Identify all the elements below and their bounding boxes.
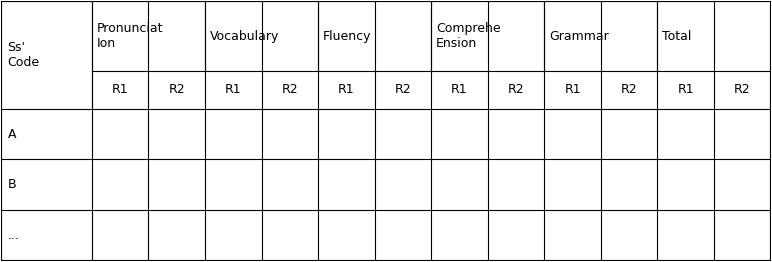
Text: ...: ... [8,229,19,242]
Text: R1: R1 [564,83,581,96]
Text: Fluency: Fluency [323,30,371,43]
Text: R2: R2 [394,83,411,96]
Text: Ss'
Code: Ss' Code [8,41,39,69]
Text: R2: R2 [508,83,524,96]
Text: R2: R2 [621,83,638,96]
Text: B: B [8,178,16,191]
Text: Comprehe
Ension: Comprehe Ension [436,22,500,50]
Text: Pronunciat
Ion: Pronunciat Ion [96,22,163,50]
Text: R1: R1 [451,83,468,96]
Text: A: A [8,128,16,141]
Text: R2: R2 [282,83,298,96]
Text: R1: R1 [338,83,354,96]
Text: R1: R1 [112,83,128,96]
Text: Total: Total [662,30,692,43]
Text: Vocabulary: Vocabulary [210,30,279,43]
Text: R1: R1 [225,83,242,96]
Text: R2: R2 [734,83,750,96]
Text: R2: R2 [168,83,185,96]
Text: Grammar: Grammar [549,30,609,43]
Text: R1: R1 [678,83,694,96]
